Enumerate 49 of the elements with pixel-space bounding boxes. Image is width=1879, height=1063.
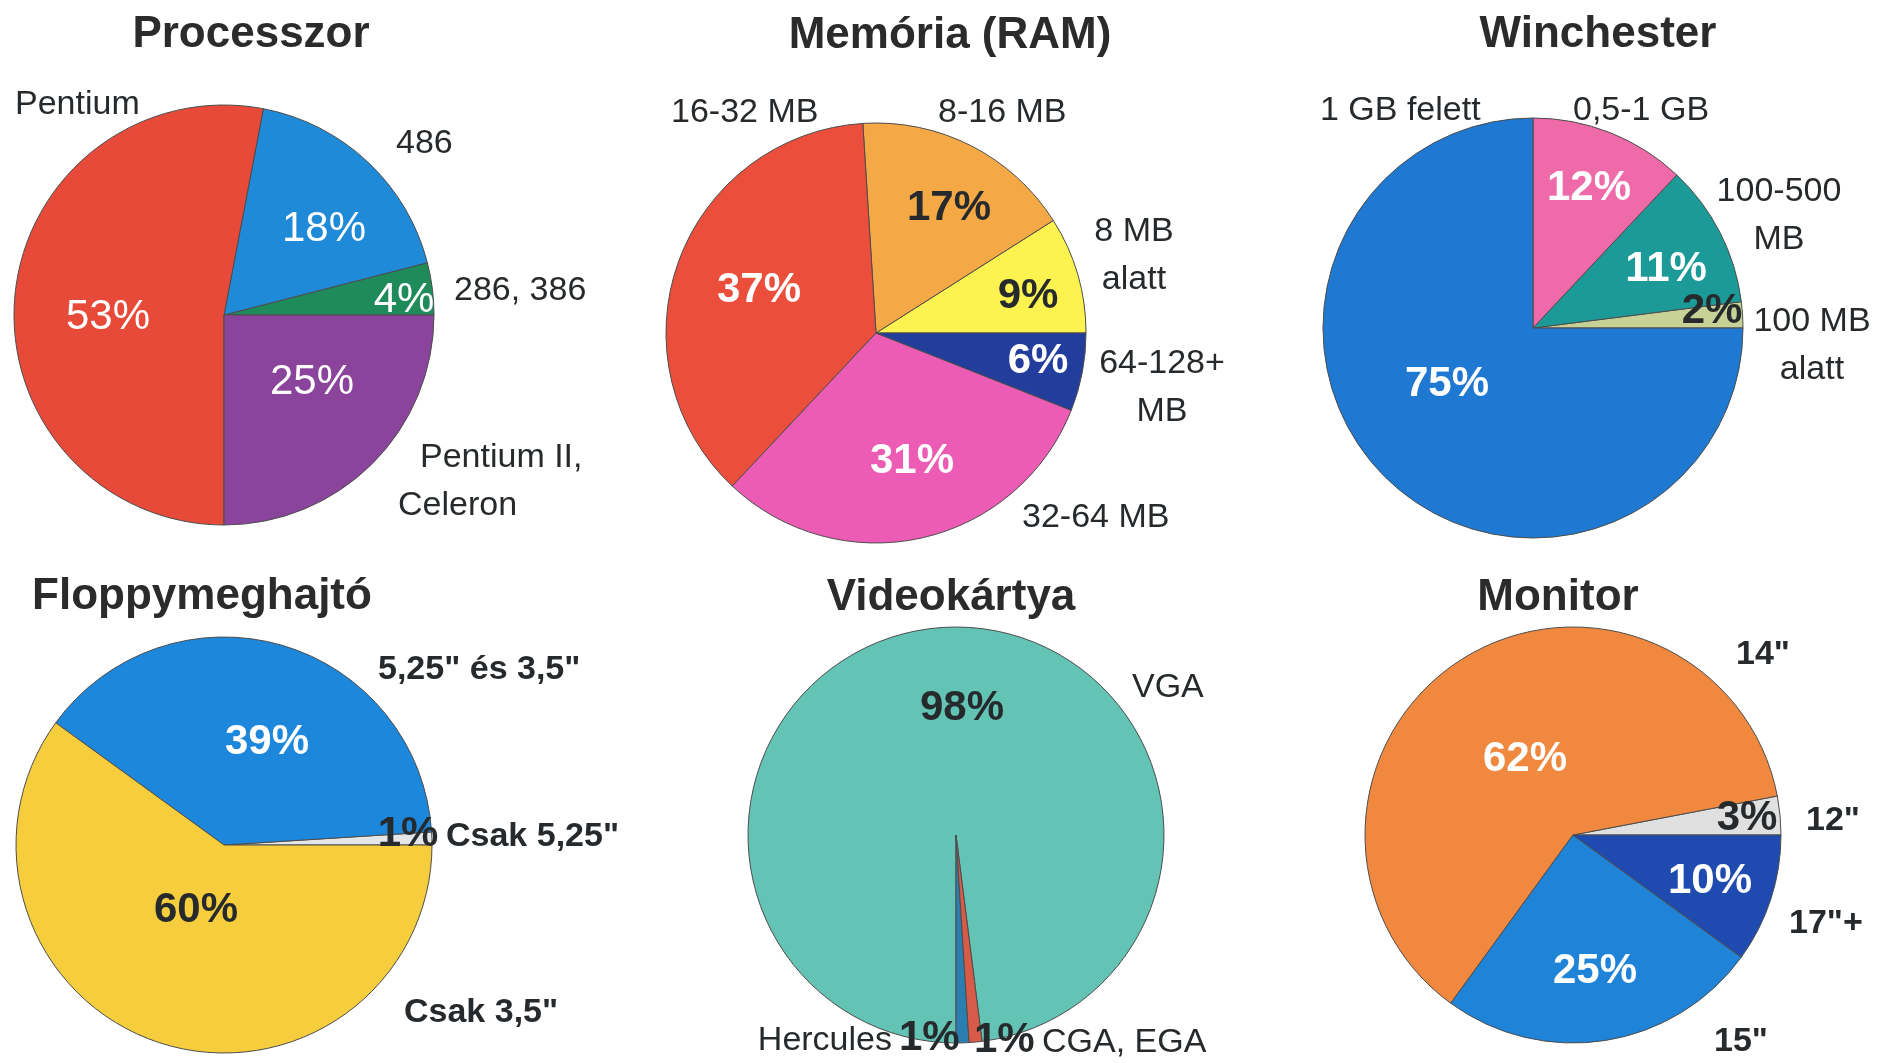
chart-title: Floppymeghajtó xyxy=(32,569,372,618)
slice-label: 8 MB alatt xyxy=(1094,210,1174,296)
slice-label: 1 GB felett xyxy=(1320,89,1482,127)
data-label: 39% xyxy=(224,716,310,763)
data-label: 25% xyxy=(1552,945,1638,992)
slice-label: Pentium xyxy=(15,83,140,121)
chart-title: Memória (RAM) xyxy=(788,8,1112,57)
data-label: 98% xyxy=(919,682,1005,729)
slice-label: CGA, EGA xyxy=(1042,1021,1207,1059)
slice-label: 64-128+ MB xyxy=(1099,342,1225,428)
data-label: 62% xyxy=(1482,733,1568,780)
data-label: 12% xyxy=(1546,162,1632,209)
data-label: 4% xyxy=(373,274,435,321)
slice-label: VGA xyxy=(1132,666,1205,704)
slice-label: 16-32 MB xyxy=(671,91,819,129)
data-label: 31% xyxy=(869,435,955,482)
data-label: 9% xyxy=(997,270,1059,317)
data-label: 1% xyxy=(377,808,439,855)
slice-label: Csak 3,5" xyxy=(404,991,559,1029)
data-label: 17% xyxy=(906,182,992,229)
slice-label: 100-500 MB xyxy=(1716,170,1842,256)
slice-label: 486 xyxy=(396,122,453,160)
slice-label: 32-64 MB xyxy=(1022,496,1170,534)
chart-title: Monitor xyxy=(1477,570,1639,619)
data-label: 37% xyxy=(716,264,802,311)
data-label: 6% xyxy=(1007,335,1069,382)
slice-label: 15" xyxy=(1714,1020,1768,1058)
chart-title: Processzor xyxy=(132,7,370,56)
slice-label: Pentium II, Celeron xyxy=(398,436,583,522)
data-label: 10% xyxy=(1667,855,1753,902)
data-label: 53% xyxy=(65,291,151,338)
slice-label: 0,5-1 GB xyxy=(1573,89,1710,127)
slice-label: 17"+ xyxy=(1789,902,1863,940)
data-label: 11% xyxy=(1625,243,1707,290)
data-label: 18% xyxy=(281,203,367,250)
slice-label: 5,25" és 3,5" xyxy=(378,648,581,686)
chart-title: Videokártya xyxy=(826,570,1076,619)
slice-label: 14" xyxy=(1736,633,1790,671)
slice-label: 8-16 MB xyxy=(938,91,1067,129)
slice-label: 100 MB alatt xyxy=(1753,300,1871,386)
data-label: 60% xyxy=(153,884,239,931)
data-label: 3% xyxy=(1716,792,1778,839)
data-label: 75% xyxy=(1404,358,1490,405)
chart-title: Winchester xyxy=(1479,7,1717,56)
slice-label: 286, 386 xyxy=(454,269,587,307)
slice-label: Hercules xyxy=(757,1019,892,1057)
data-label: 25% xyxy=(269,356,355,403)
slice-label: 12" xyxy=(1806,799,1860,837)
slice-label: Csak 5,25" xyxy=(446,815,620,853)
